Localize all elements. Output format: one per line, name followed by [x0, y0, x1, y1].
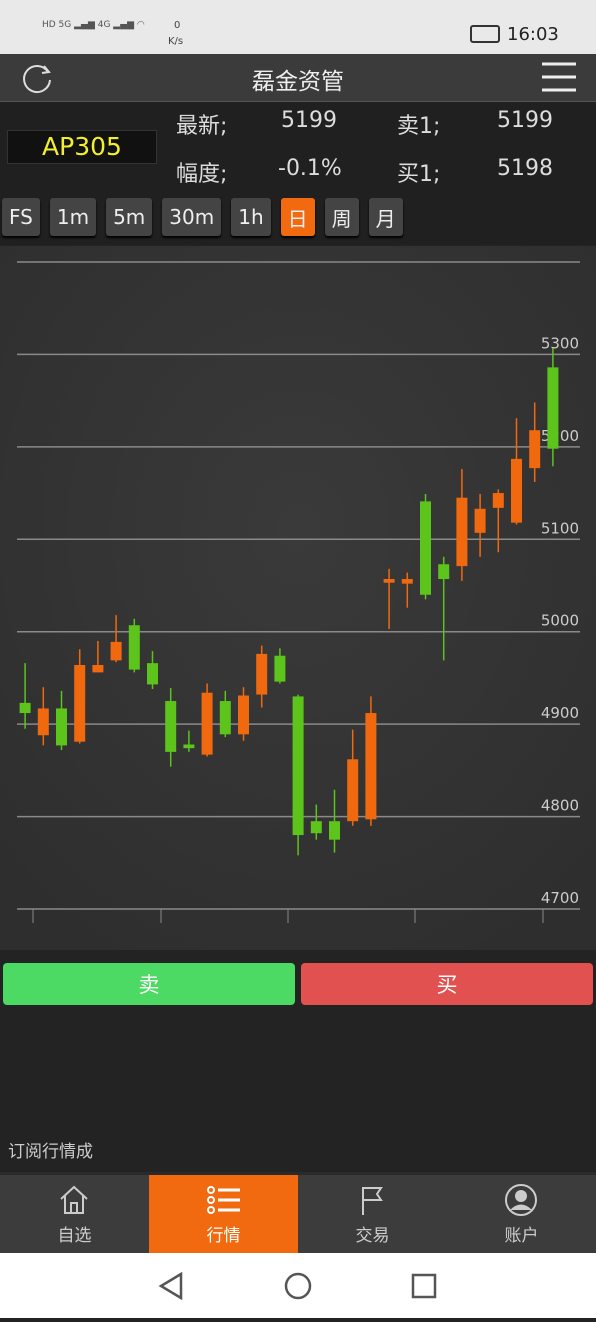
nav-item[interactable]: 账户: [447, 1175, 596, 1256]
candle-body: [401, 579, 413, 584]
candle-body: [37, 708, 49, 736]
y-tick-label: 5300: [541, 334, 579, 352]
label: 卖1;: [397, 114, 441, 139]
candle-body: [92, 664, 104, 673]
candle-body: [147, 663, 158, 685]
nav-label: 账户: [504, 1226, 539, 1246]
period-button[interactable]: FS: [2, 198, 40, 236]
candle-body: [492, 493, 504, 508]
candle-body: [165, 701, 177, 752]
candle-body: [547, 367, 559, 449]
period-button[interactable]: 月: [368, 198, 403, 236]
y-tick-label: 5000: [541, 612, 579, 630]
bottom-nav: 自选 行情 交易 账户: [0, 1172, 596, 1256]
candle-body: [310, 821, 322, 834]
sell-button[interactable]: 卖: [3, 963, 295, 1005]
candle-body: [420, 501, 431, 595]
nav-label: 自选: [57, 1226, 92, 1246]
nav-icon: [361, 1187, 383, 1215]
label: 幅度;: [176, 162, 228, 187]
period-button[interactable]: 1h: [231, 198, 271, 236]
nav-icon: [504, 1184, 537, 1216]
value: -0.1%: [278, 156, 342, 181]
candle-body: [56, 708, 67, 746]
symbol[interactable]: AP305: [7, 130, 157, 164]
nav-icon: [59, 1185, 88, 1214]
candle-body: [238, 695, 249, 735]
candle-body: [256, 653, 268, 695]
period-button[interactable]: 日: [280, 198, 315, 236]
candle-body: [183, 744, 195, 749]
system-buttons: [158, 1271, 437, 1301]
period-bar: FS 1m 5m 30m 1h 日周月: [0, 195, 596, 245]
net-unit: K/s: [168, 36, 184, 47]
refresh-icon[interactable]: [20, 60, 56, 96]
candle-body: [74, 664, 86, 742]
candle-body: [219, 701, 231, 735]
nav-icon: [206, 1186, 240, 1214]
value: 5199: [281, 108, 337, 133]
candle-body: [511, 458, 522, 523]
nav-item[interactable]: 自选: [0, 1175, 149, 1256]
period-button[interactable]: 5m: [106, 198, 153, 236]
menu-icon[interactable]: [540, 60, 578, 94]
battery: [470, 25, 500, 43]
candle-body: [438, 564, 450, 580]
x-axis: [32, 909, 544, 923]
title: 磊金资管: [252, 69, 344, 95]
header: 磊金资管: [0, 54, 596, 102]
candle-body: [383, 579, 395, 583]
status-bar: HD 5G ▂▄▆ 4G ▂▄▆ ◠ 0 K/s 16:03: [0, 0, 596, 54]
candle-body: [365, 713, 377, 820]
y-tick-label: 5100: [541, 519, 579, 537]
y-tick-label: 4900: [541, 704, 579, 722]
net-speed: 0: [174, 20, 181, 31]
value: 5198: [497, 156, 553, 181]
candle-body: [329, 821, 340, 840]
value: 5199: [497, 108, 553, 133]
candle-body: [274, 655, 286, 682]
label: 最新;: [176, 114, 228, 139]
period-button[interactable]: 1m: [49, 198, 97, 236]
nav-item[interactable]: 交易: [298, 1175, 447, 1256]
buy-button[interactable]: 买: [301, 963, 593, 1005]
period-button[interactable]: 30m: [162, 198, 222, 236]
candle-body: [128, 625, 140, 670]
candle-body: [201, 692, 213, 755]
candle-body: [529, 430, 541, 469]
period-button[interactable]: 周: [324, 198, 359, 236]
subscribe-status: 订阅行情成: [8, 1142, 93, 1162]
candle-body: [19, 702, 31, 714]
label: 买1;: [397, 162, 441, 187]
icons: HD 5G ▂▄▆ 4G ▂▄▆ ◠: [42, 20, 145, 30]
nav-label: 行情: [206, 1226, 241, 1246]
system-nav: [0, 1253, 596, 1318]
y-tick-label: 5200: [541, 427, 579, 445]
y-tick-label: 4800: [541, 797, 579, 815]
nav-item[interactable]: 行情: [149, 1175, 298, 1256]
candle-body: [474, 508, 486, 533]
quote-panel: AP305 最新; 5199 卖1; 5199 幅度; -0.1% 买1; 51…: [0, 102, 596, 195]
candle-body: [347, 759, 359, 822]
candle-body: [292, 696, 304, 836]
candle-body: [456, 497, 468, 567]
candle-body: [110, 641, 122, 661]
chart: 4700 4800 4900 5000 5100 5200 5300: [0, 246, 596, 950]
nav-label: 交易: [355, 1226, 390, 1246]
y-tick-label: 4700: [541, 889, 579, 907]
time: 16:03: [507, 24, 559, 45]
